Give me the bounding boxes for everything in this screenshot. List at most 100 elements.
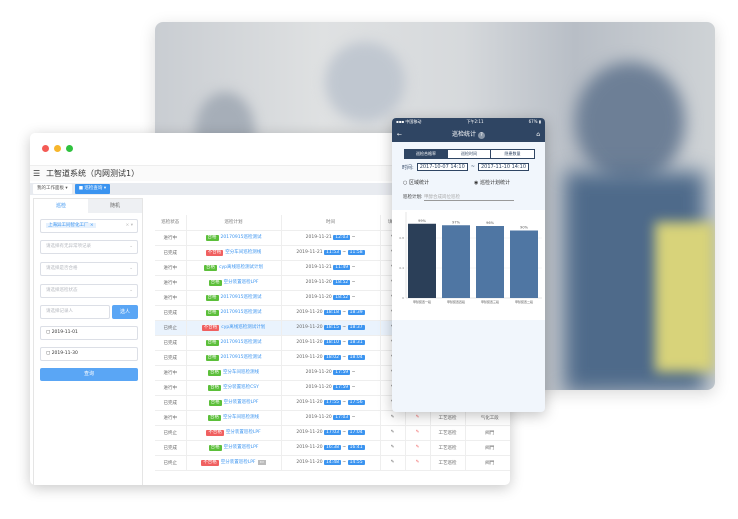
start-time: 17:59 bbox=[333, 385, 351, 390]
start-time: 17:55 bbox=[324, 400, 341, 405]
status-select[interactable]: 请选择巡检状态 ⌄ bbox=[40, 284, 138, 298]
start-date-input[interactable]: ▢ 2019-11-01 bbox=[40, 326, 138, 340]
bar bbox=[510, 230, 538, 298]
query-button[interactable]: 查询 bbox=[40, 368, 138, 381]
edit-icon[interactable]: ✎ bbox=[380, 440, 406, 456]
tab-random[interactable]: 随机 bbox=[88, 199, 142, 213]
status-cell: 已完成 bbox=[155, 305, 187, 321]
status-cell: 已终止 bbox=[155, 455, 187, 471]
result-badge: 合格 bbox=[208, 280, 222, 286]
date-text: 2019-11-21 bbox=[305, 235, 332, 240]
plan-input[interactable]: 甲醇合成岗位巡检 bbox=[423, 194, 514, 201]
tab-inspection[interactable]: 巡检 bbox=[55, 203, 66, 209]
start-time: 11:53 bbox=[324, 250, 341, 255]
table-row[interactable]: 已终止 不合格 空分装置巡检LPF ▭ 2019-11-20 14:48 ~ 14:… bbox=[155, 455, 510, 471]
start-time: 17:03 bbox=[333, 415, 351, 420]
plan-link[interactable]: 20170915巡检测试 bbox=[220, 295, 262, 300]
seg-time[interactable]: 巡检时间 bbox=[448, 150, 491, 158]
status-cell: 已终止 bbox=[155, 320, 187, 336]
plan-link[interactable]: 空分装置巡检LPF bbox=[223, 445, 259, 450]
col-status: 巡检状态 bbox=[155, 215, 187, 231]
abnormal-select[interactable]: 请选择有无异常项记录 ⌄ bbox=[40, 240, 138, 254]
plan-link[interactable]: cyp离线巡检测试计划 bbox=[221, 325, 266, 330]
area-cell: 阀門 bbox=[465, 440, 510, 456]
menu-icon[interactable]: ☰ bbox=[33, 169, 41, 178]
plan-link[interactable]: 20170915巡检测试 bbox=[220, 235, 262, 240]
plan-link[interactable]: 空分车间巡检测线 bbox=[223, 415, 259, 420]
date-text: 2019-11-20 bbox=[305, 415, 332, 420]
type-cell: 工艺巡检 bbox=[430, 425, 466, 441]
plan-link[interactable]: 空分车间巡检测线 bbox=[223, 370, 259, 375]
status-cell: 进行中 bbox=[155, 365, 187, 381]
minimize-button[interactable] bbox=[54, 145, 61, 152]
factory-select[interactable]: 上海异工同智化工厂 × × ▾ bbox=[40, 219, 138, 233]
plan-link[interactable]: 20170915巡检测试 bbox=[220, 310, 262, 315]
time-label: 时间: bbox=[402, 164, 414, 171]
seg-hazards[interactable]: 隐患数量 bbox=[491, 150, 534, 158]
pen-icon[interactable]: ✎ bbox=[405, 410, 431, 426]
end-time: 18:39 bbox=[347, 310, 365, 315]
edit-icon[interactable]: ✎ bbox=[380, 410, 406, 426]
select-person-button[interactable]: 选人 bbox=[112, 305, 138, 319]
tab-workbench[interactable]: 我的工作面板 ▾ bbox=[33, 184, 72, 194]
start-time: 18:02 bbox=[324, 355, 341, 360]
data-label: 99% bbox=[418, 219, 426, 223]
table-row[interactable]: 已完成 合格 空分装置巡检LPF 2019-11-20 16:38 ~ 16:41… bbox=[155, 440, 510, 456]
maximize-button[interactable] bbox=[66, 145, 73, 152]
radio-plan[interactable]: ◉ 巡检计划统计 bbox=[474, 180, 510, 186]
start-time: 18:52 bbox=[333, 280, 351, 285]
pen-icon[interactable]: ✎ bbox=[405, 425, 431, 441]
status-cell: 已完成 bbox=[155, 335, 187, 351]
bar bbox=[476, 226, 504, 298]
person-input[interactable]: 请选择记录人 bbox=[40, 305, 110, 319]
type-cell: 工艺巡检 bbox=[430, 410, 466, 426]
table-row[interactable]: 已终止 不合格 空分装置巡检LPF 2019-11-20 17:03 ~ 17:0… bbox=[155, 425, 510, 441]
plan-link[interactable]: 空分车间巡检测线 bbox=[225, 250, 262, 255]
plan-link[interactable]: 空分装置巡检LPF bbox=[223, 400, 259, 405]
plan-link[interactable]: 空分装置巡检LPF bbox=[225, 430, 261, 435]
plan-link[interactable]: 空分装置巡检LPF bbox=[223, 280, 259, 285]
result-badge: 合格 bbox=[208, 400, 222, 406]
start-time: 18:18 bbox=[324, 310, 341, 315]
end-time: 14:55 bbox=[347, 460, 365, 465]
pass-rate-chart: 0 0.4 0.8 99% 甲醇装置一段 97% 甲醇装置四段 96% 甲醇装置三段 90% 甲醇装… bbox=[392, 210, 545, 320]
plan-link[interactable]: 20170915巡检测试 bbox=[220, 355, 262, 360]
qualified-select[interactable]: 请选择是否合格 ⌄ bbox=[40, 262, 138, 276]
x-tick-label: 甲醇装置四段 bbox=[447, 299, 465, 304]
tab-inspection-query[interactable]: ■ 巡检查询 ▾ bbox=[74, 184, 111, 194]
edit-icon[interactable]: ✎ bbox=[380, 455, 406, 471]
data-label: 97% bbox=[452, 220, 460, 224]
status-cell: 已终止 bbox=[155, 425, 187, 441]
pen-icon[interactable]: ✎ bbox=[405, 455, 431, 471]
date-text: 2019-11-21 bbox=[305, 265, 332, 270]
plan-link[interactable]: 20170915巡检测试 bbox=[220, 340, 262, 345]
status-cell: 进行中 bbox=[155, 260, 187, 276]
end-time-field[interactable]: 2017-11-10 14:10 bbox=[477, 163, 530, 171]
back-icon[interactable]: ← bbox=[397, 131, 403, 138]
edit-icon[interactable]: ✎ bbox=[380, 425, 406, 441]
radio-area[interactable]: ○ 区域统计 bbox=[403, 180, 429, 186]
area-cell: 气化工段 bbox=[465, 410, 510, 426]
start-time-field[interactable]: 2017-10-07 14:10 bbox=[416, 163, 468, 171]
date-text: 2019-11-20 bbox=[296, 430, 323, 435]
filter-panel: 巡检 随机 上海异工同智化工厂 × × ▾ 请选择有无异常项记录 ⌄ 请选择是否合格 ⌄… bbox=[33, 198, 143, 485]
result-badge: 合格 bbox=[205, 355, 219, 361]
home-icon[interactable]: ⌂ bbox=[536, 131, 540, 138]
plan-link[interactable]: 空分装置巡检LPF bbox=[220, 460, 256, 465]
plan-link[interactable]: cyp离线巡检测试计划 bbox=[219, 265, 263, 270]
plan-link[interactable]: 空分装置巡检CSY bbox=[223, 385, 259, 390]
bar bbox=[408, 223, 436, 298]
pen-icon[interactable]: ✎ bbox=[405, 440, 431, 456]
date-text: 2019-11-20 bbox=[296, 310, 323, 315]
seg-pass-rate[interactable]: 巡检合格率 bbox=[405, 150, 448, 158]
type-cell: 工艺巡检 bbox=[430, 440, 466, 456]
date-text: 2019-11-20 bbox=[305, 280, 332, 285]
end-date-input[interactable]: ▢ 2019-11-30 bbox=[40, 347, 138, 361]
start-time: 12:03 bbox=[333, 235, 351, 240]
phone-screen: ▪▪▪ 中国移动 下午2:11 67% ▮ ← 巡检统计 ? ⌂ 巡检合格率 巡检时间 … bbox=[392, 118, 545, 412]
help-icon[interactable]: ? bbox=[477, 132, 485, 139]
status-cell: 进行中 bbox=[155, 290, 187, 306]
date-text: 2019-11-20 bbox=[305, 295, 332, 300]
close-button[interactable] bbox=[42, 145, 49, 152]
table-row[interactable]: 进行中 合格 空分车间巡检测线 2019-11-20 17:03 ~ ✎ ✎ 工艺… bbox=[155, 410, 510, 426]
